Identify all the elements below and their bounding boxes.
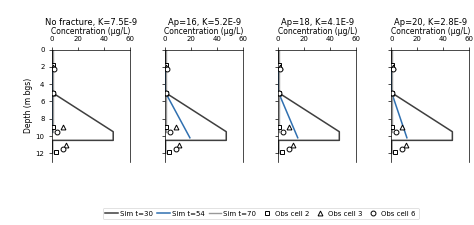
Title: Ap=18, K=4.1E-9: Ap=18, K=4.1E-9	[281, 18, 354, 27]
Legend: Sim t=30, Sim t=54, Sim t=70, Obs cell 2, Obs cell 3, Obs cell 6: Sim t=30, Sim t=54, Sim t=70, Obs cell 2…	[103, 208, 419, 219]
Title: Ap=20, K=2.8E-9: Ap=20, K=2.8E-9	[394, 18, 467, 27]
Y-axis label: Depth (m bgs): Depth (m bgs)	[24, 78, 33, 133]
X-axis label: Concentration (μg/L): Concentration (μg/L)	[391, 27, 470, 36]
X-axis label: Concentration (μg/L): Concentration (μg/L)	[52, 27, 131, 36]
X-axis label: Concentration (μg/L): Concentration (μg/L)	[164, 27, 244, 36]
Title: Ap=16, K=5.2E-9: Ap=16, K=5.2E-9	[168, 18, 241, 27]
X-axis label: Concentration (μg/L): Concentration (μg/L)	[278, 27, 357, 36]
Title: No fracture, K=7.5E-9: No fracture, K=7.5E-9	[45, 18, 137, 27]
